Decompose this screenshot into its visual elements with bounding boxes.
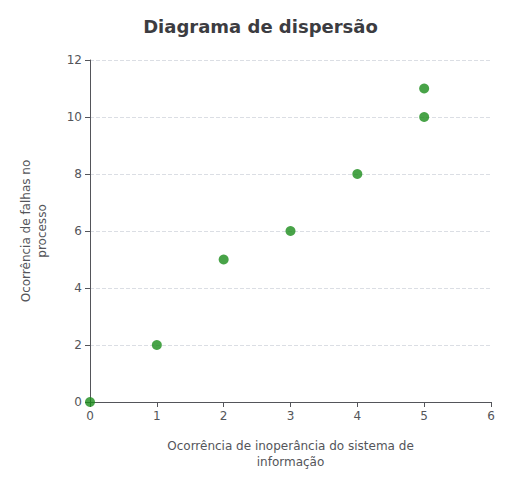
svg-text:2: 2 — [220, 409, 228, 423]
svg-text:4: 4 — [74, 281, 82, 295]
svg-text:1: 1 — [153, 409, 161, 423]
svg-text:12: 12 — [67, 53, 82, 67]
svg-text:0: 0 — [86, 409, 94, 423]
svg-text:2: 2 — [74, 338, 82, 352]
svg-text:3: 3 — [287, 409, 295, 423]
svg-text:0: 0 — [74, 395, 82, 409]
svg-text:10: 10 — [67, 110, 82, 124]
svg-text:4: 4 — [354, 409, 362, 423]
svg-text:Ocorrência de falhas no: Ocorrência de falhas no — [19, 160, 33, 303]
svg-text:6: 6 — [74, 224, 82, 238]
svg-text:8: 8 — [74, 167, 82, 181]
svg-text:Diagrama de dispersão: Diagrama de dispersão — [143, 16, 378, 37]
svg-text:informação: informação — [257, 455, 325, 469]
svg-text:Ocorrência de inoperância do s: Ocorrência de inoperância do sistema de — [167, 439, 414, 453]
svg-text:6: 6 — [487, 409, 495, 423]
svg-text:5: 5 — [420, 409, 428, 423]
svg-text:processo: processo — [35, 204, 49, 257]
